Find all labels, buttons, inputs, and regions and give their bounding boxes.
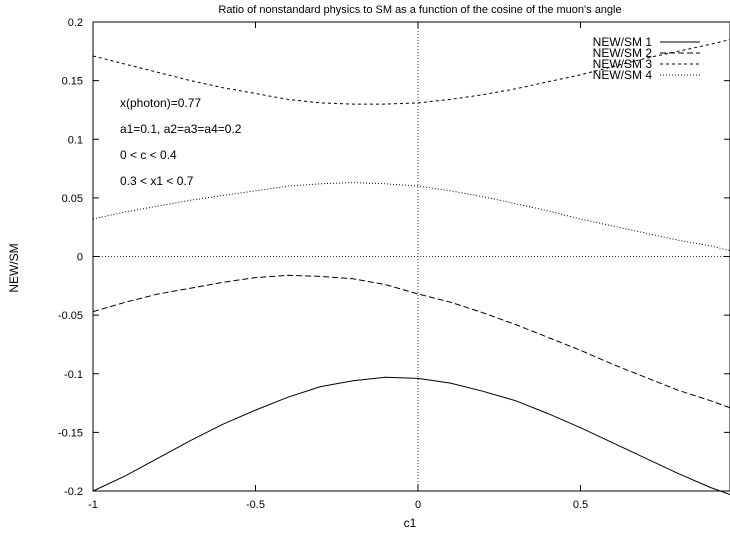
chart-title: Ratio of nonstandard physics to SM as a … bbox=[218, 4, 621, 16]
legend-label: NEW/SM 1 bbox=[593, 35, 653, 49]
x-tick-label: -1 bbox=[88, 499, 98, 511]
legend-label: NEW/SM 2 bbox=[593, 46, 653, 60]
y-tick-label: 0.1 bbox=[68, 134, 83, 146]
y-tick-label: 0.05 bbox=[62, 193, 83, 205]
annotation-text: a1=0.1, a2=a3=a4=0.2 bbox=[120, 122, 242, 136]
legend-label: NEW/SM 3 bbox=[593, 57, 653, 71]
series-line-2 bbox=[92, 274, 730, 409]
x-tick-label: 0 bbox=[415, 499, 421, 511]
y-tick-label: -0.05 bbox=[58, 310, 83, 322]
y-tick-label: -0.1 bbox=[64, 369, 83, 381]
annotation-text: x(photon)=0.77 bbox=[120, 96, 201, 110]
legend-label: NEW/SM 4 bbox=[593, 68, 653, 82]
y-tick-label: -0.2 bbox=[64, 486, 83, 498]
x-axis-label: c1 bbox=[404, 516, 417, 530]
annotation-text: 0.3 < x1 < 0.7 bbox=[120, 174, 194, 188]
annotation-text: 0 < c < 0.4 bbox=[120, 148, 177, 162]
y-tick-label: 0.15 bbox=[62, 76, 83, 88]
y-tick-label: 0.2 bbox=[68, 17, 83, 29]
x-tick-label: 0.5 bbox=[573, 499, 588, 511]
series-layer bbox=[92, 39, 730, 495]
series-line-4 bbox=[92, 182, 730, 252]
axis-ticks: -0.2 -0.15 -0.1 -0.05 0 0.05 0.1 0.15 0.2 -1 -0.5 0… bbox=[58, 17, 730, 511]
annotations: x(photon)=0.77 a1=0.1, a2=a3=a4=0.2 0 < c … bbox=[120, 96, 242, 188]
zero-reference-lines bbox=[93, 22, 730, 491]
y-tick-label: 0 bbox=[77, 252, 83, 264]
y-axis-label: NEW/SM bbox=[7, 243, 21, 292]
x-tick-label: -0.5 bbox=[246, 499, 265, 511]
y-tick-label: -0.15 bbox=[58, 427, 83, 439]
series-line-1 bbox=[92, 376, 730, 495]
series-line-3 bbox=[92, 39, 730, 105]
